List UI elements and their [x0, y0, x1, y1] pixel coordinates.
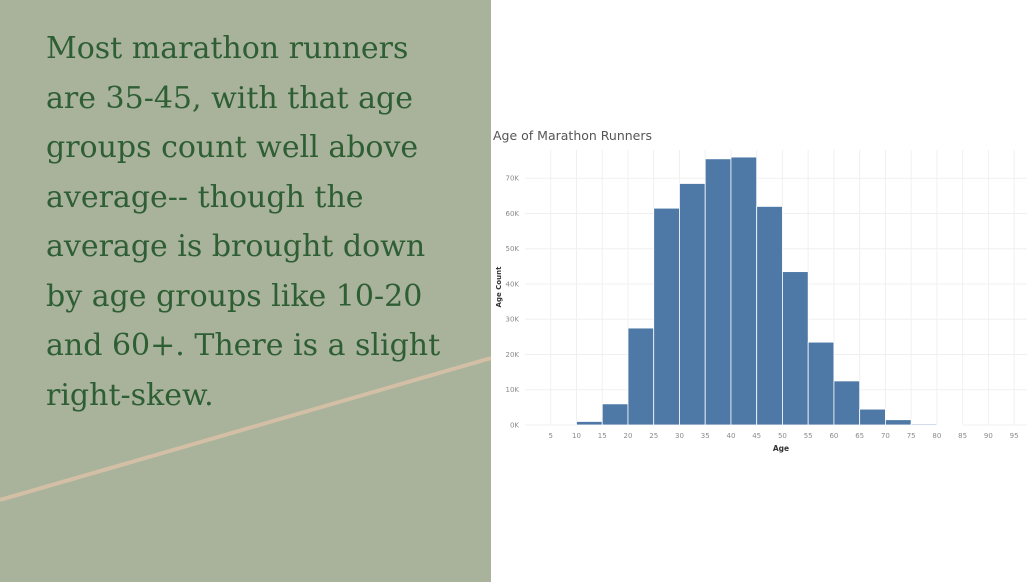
x-tick-label: 65	[855, 432, 864, 440]
y-tick-label: 60K	[506, 210, 520, 218]
y-tick-label: 30K	[506, 316, 520, 324]
y-tick-label: 20K	[506, 351, 520, 359]
x-tick-label: 75	[907, 432, 916, 440]
histogram-bar	[679, 183, 706, 426]
chart-title: Age of Marathon Runners	[493, 128, 653, 143]
histogram-bar	[807, 341, 835, 426]
x-tick-label: 30	[675, 432, 684, 440]
x-axis: 5 10 15 20 25 30 35 40 45 50 55 60 65 70 75 80 85 90 95	[549, 432, 1019, 440]
y-axis-label: Age Count	[495, 266, 503, 308]
y-tick-label: 0K	[510, 422, 519, 430]
histogram-bar	[653, 207, 680, 426]
chart-bars	[576, 156, 964, 426]
x-tick-label: 55	[804, 432, 813, 440]
y-tick-label: 10K	[506, 386, 520, 394]
x-tick-label: 70	[881, 432, 890, 440]
x-tick-label: 20	[624, 432, 633, 440]
x-tick-label: 5	[549, 432, 553, 440]
y-tick-label: 70K	[506, 175, 520, 183]
histogram-bar	[576, 421, 603, 426]
histogram-bar	[885, 419, 912, 426]
decorative-diagonal-line	[0, 356, 491, 502]
histogram-bar	[910, 423, 938, 426]
x-tick-label: 25	[649, 432, 658, 440]
x-tick-label: 95	[1010, 432, 1019, 440]
x-tick-label: 40	[726, 432, 735, 440]
caption-panel: Most marathon runners are 35-45, with th…	[0, 0, 491, 582]
histogram-bar	[859, 408, 886, 426]
histogram-bar	[782, 271, 809, 426]
x-tick-label: 85	[958, 432, 967, 440]
y-tick-label: 50K	[506, 245, 520, 253]
x-tick-label: 15	[598, 432, 607, 440]
histogram-bar	[627, 327, 655, 426]
x-tick-label: 60	[829, 432, 838, 440]
y-axis: 0K 10K 20K 30K 40K 50K 60K 70K	[506, 175, 520, 430]
x-tick-label: 80	[932, 432, 941, 440]
x-tick-label: 35	[701, 432, 710, 440]
x-tick-label: 10	[572, 432, 581, 440]
x-tick-label: 90	[984, 432, 993, 440]
histogram-chart: 0K 10K 20K 30K 40K 50K 60K 70K 5 10 15 20 25 30 35 40 4…	[495, 150, 1027, 453]
x-tick-label: 50	[778, 432, 787, 440]
caption-text: Most marathon runners are 35-45, with th…	[46, 31, 441, 413]
y-tick-label: 40K	[506, 280, 520, 288]
histogram-bar	[601, 403, 629, 426]
x-tick-label: 45	[752, 432, 761, 440]
histogram-bar	[756, 206, 783, 426]
histogram-bar	[833, 380, 861, 426]
histogram-bar	[730, 156, 758, 426]
x-axis-label: Age	[773, 444, 789, 453]
histogram-bar	[704, 158, 732, 426]
